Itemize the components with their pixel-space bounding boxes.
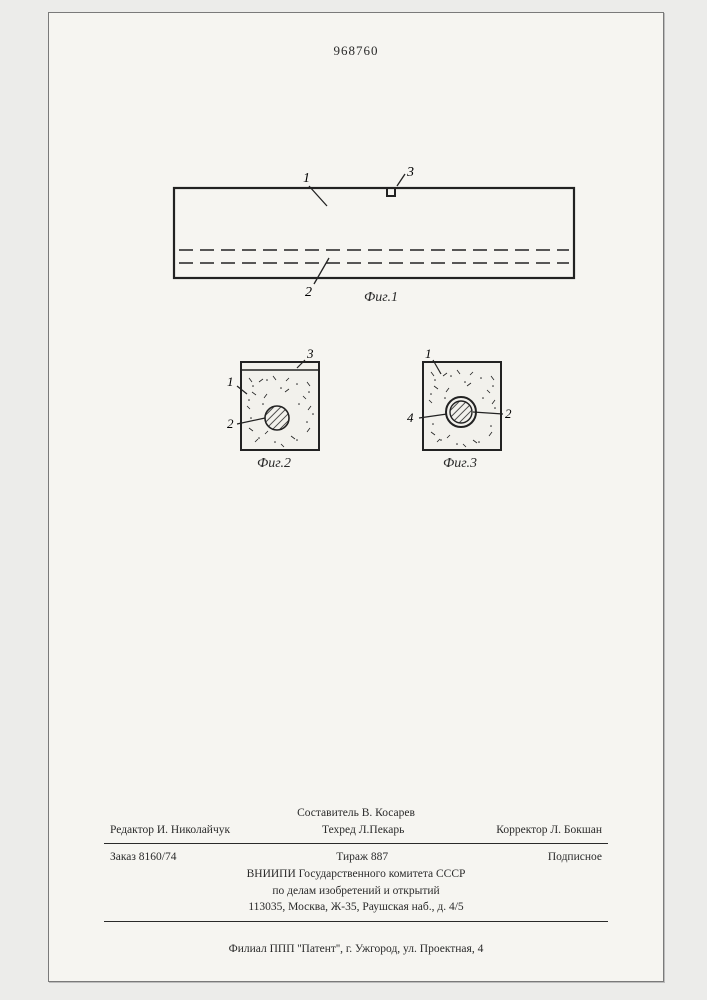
fig2-label-3: 3: [306, 346, 314, 361]
fig1-label-2: 2: [305, 285, 312, 300]
document-number: 968760: [334, 43, 379, 59]
fig1-caption: Фиг.1: [364, 290, 398, 306]
fig3-caption: Фиг.3: [443, 456, 477, 472]
divider: [104, 843, 608, 844]
fig1-label-3: 3: [406, 165, 414, 180]
divider: [104, 921, 608, 922]
fig3-label-2: 2: [505, 406, 512, 421]
techred: Техред Л.Пекарь: [322, 822, 404, 839]
composer: Составитель В. Косарев: [104, 805, 608, 822]
org-line-1: ВНИИПИ Государственного комитета СССР: [104, 866, 608, 883]
fig3-label-1: 1: [425, 346, 432, 361]
fig3-label-4: 4: [407, 410, 414, 425]
fig2-caption: Фиг.2: [257, 456, 291, 472]
corrector: Корректор Л. Бокшан: [496, 822, 602, 839]
footer: Составитель В. Косарев Редактор И. Никол…: [104, 805, 608, 927]
address: 113035, Москва, Ж-35, Раушская наб., д. …: [104, 899, 608, 916]
figure-3: 1 4 2 Фиг.3: [399, 348, 534, 483]
editor: Редактор И. Николайчук: [110, 822, 230, 839]
fig1-label-1: 1: [303, 171, 310, 186]
figure-1: 1 3 2 Фиг.1: [169, 168, 589, 318]
branch: Филиал ППП ''Патент'', г. Ужгород, ул. П…: [104, 943, 608, 955]
figure-2: 1 2 3 Фиг.2: [219, 348, 349, 483]
subscription: Подписное: [548, 849, 602, 866]
page: 968760 1 3 2 Фиг.1: [48, 12, 664, 982]
order-number: Заказ 8160/74: [110, 849, 177, 866]
org-line-2: по делам изобретений и открытий: [104, 883, 608, 900]
fig2-label-2: 2: [227, 416, 234, 431]
tirage: Тираж 887: [336, 849, 388, 866]
fig2-label-1: 1: [227, 374, 234, 389]
